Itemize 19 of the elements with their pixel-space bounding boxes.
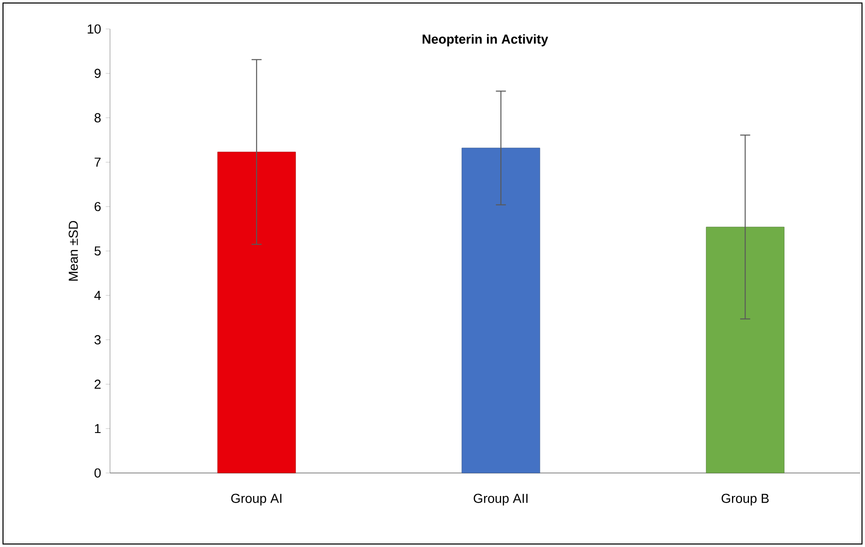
y-tick-label: 4 bbox=[94, 290, 101, 300]
bar bbox=[706, 226, 784, 474]
y-tick-label: 2 bbox=[94, 380, 101, 389]
chart-title: Neopterin in Activity bbox=[422, 34, 548, 46]
y-tick-label: 10 bbox=[88, 24, 101, 34]
x-tick-label: Group AII bbox=[474, 494, 528, 506]
y-tick-label: 1 bbox=[94, 424, 101, 434]
y-tick-label: 0 bbox=[94, 468, 101, 478]
y-tick-label: 7 bbox=[94, 158, 101, 167]
y-tick-label: 3 bbox=[94, 335, 101, 344]
y-tick-label: 6 bbox=[94, 202, 101, 212]
y-tick-label: 9 bbox=[94, 68, 101, 78]
bar bbox=[217, 152, 296, 474]
y-tick-label: 8 bbox=[94, 113, 101, 122]
x-tick-label: Group AI bbox=[231, 494, 282, 506]
bar bbox=[462, 148, 540, 474]
y-axis-title: Mean ±SD bbox=[68, 220, 78, 281]
y-tick-label: 5 bbox=[94, 246, 101, 256]
x-tick-label: Group B bbox=[722, 494, 769, 506]
